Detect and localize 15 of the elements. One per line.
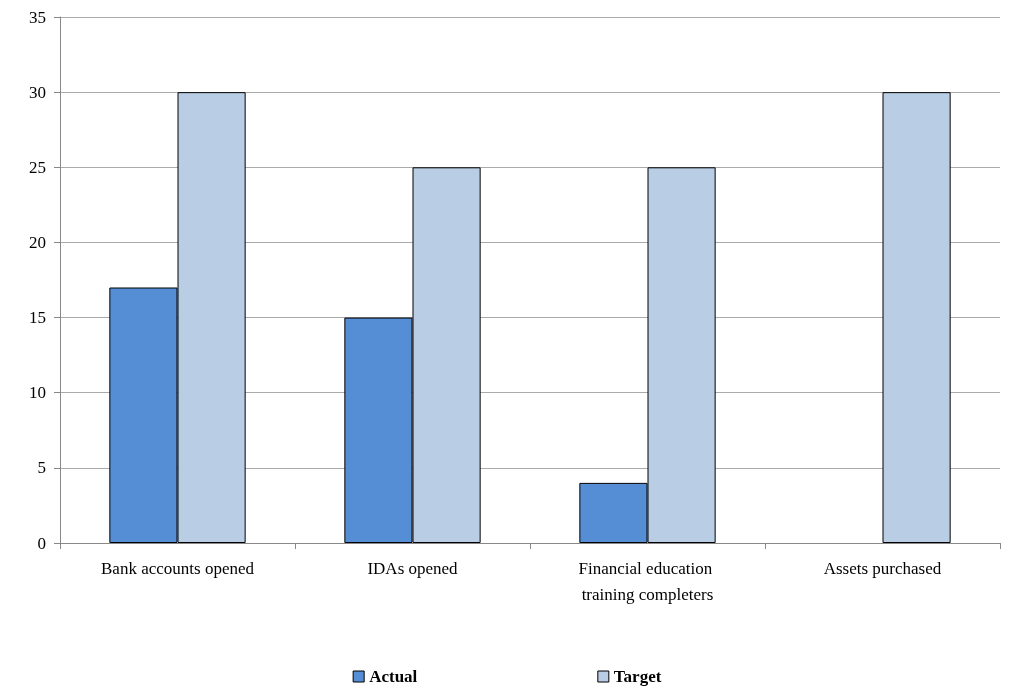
legend-label: Target [613,667,662,686]
y-tick-label: 0 [37,533,46,553]
x-tick-label: Assets purchased [823,558,942,578]
y-tick-label: 10 [29,383,46,403]
bar [882,92,951,543]
x-tick-label: Bank accounts opened [101,558,255,578]
legend-label: Actual [369,667,418,686]
y-tick-label: 20 [29,232,46,252]
y-tick-label: 35 [29,7,46,27]
y-tick-label: 25 [29,157,46,177]
x-tick-label: Financial education training completers [578,558,717,604]
y-tick-label: 15 [29,308,46,328]
x-tick-label: IDAs opened [367,558,459,578]
y-tick-label: 30 [29,82,46,102]
y-tick-label: 5 [37,458,46,478]
